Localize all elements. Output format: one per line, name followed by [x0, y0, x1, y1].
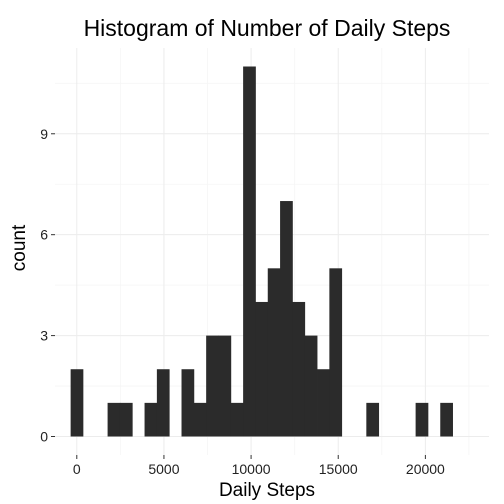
- y-tick-label: 6: [40, 227, 48, 243]
- x-tick-label: 15000: [319, 461, 358, 477]
- x-tick-label: 10000: [232, 461, 271, 477]
- histogram-bar: [193, 402, 207, 437]
- y-axis-title: count: [9, 224, 30, 271]
- histogram-bar: [304, 335, 318, 437]
- histogram-bar: [119, 402, 133, 437]
- histogram-bar: [329, 268, 343, 437]
- y-tick-label: 3: [40, 328, 48, 344]
- histogram-bar: [280, 201, 293, 437]
- histogram-bar: [218, 335, 232, 437]
- histogram-bar: [70, 369, 84, 437]
- x-axis: 0 5000 10000 15000 20000: [73, 455, 445, 477]
- histogram-bar: [317, 369, 330, 437]
- histogram-bar: [255, 301, 269, 437]
- chart-title: Histogram of Number of Daily Steps: [84, 15, 451, 41]
- y-axis: 0 3 6 9: [40, 126, 55, 445]
- histogram-bar: [292, 301, 306, 437]
- histogram-bar: [156, 369, 170, 437]
- histogram-bar: [230, 402, 244, 437]
- x-axis-title: Daily Steps: [219, 480, 315, 501]
- histogram-bar: [243, 66, 256, 437]
- histogram-bar: [415, 402, 429, 437]
- histogram-bar: [107, 402, 121, 437]
- histogram-bar: [206, 335, 219, 437]
- bars-layer: [70, 66, 453, 437]
- x-tick-label: 0: [73, 461, 81, 477]
- histogram-bar: [181, 369, 195, 437]
- x-tick-label: 20000: [406, 461, 445, 477]
- y-tick-label: 0: [40, 429, 48, 445]
- histogram-bar: [144, 402, 158, 437]
- y-tick-label: 9: [40, 126, 48, 142]
- x-tick-label: 5000: [148, 461, 179, 477]
- histogram-bar: [366, 402, 380, 437]
- histogram-bar: [440, 402, 453, 437]
- histogram-bar: [267, 268, 281, 437]
